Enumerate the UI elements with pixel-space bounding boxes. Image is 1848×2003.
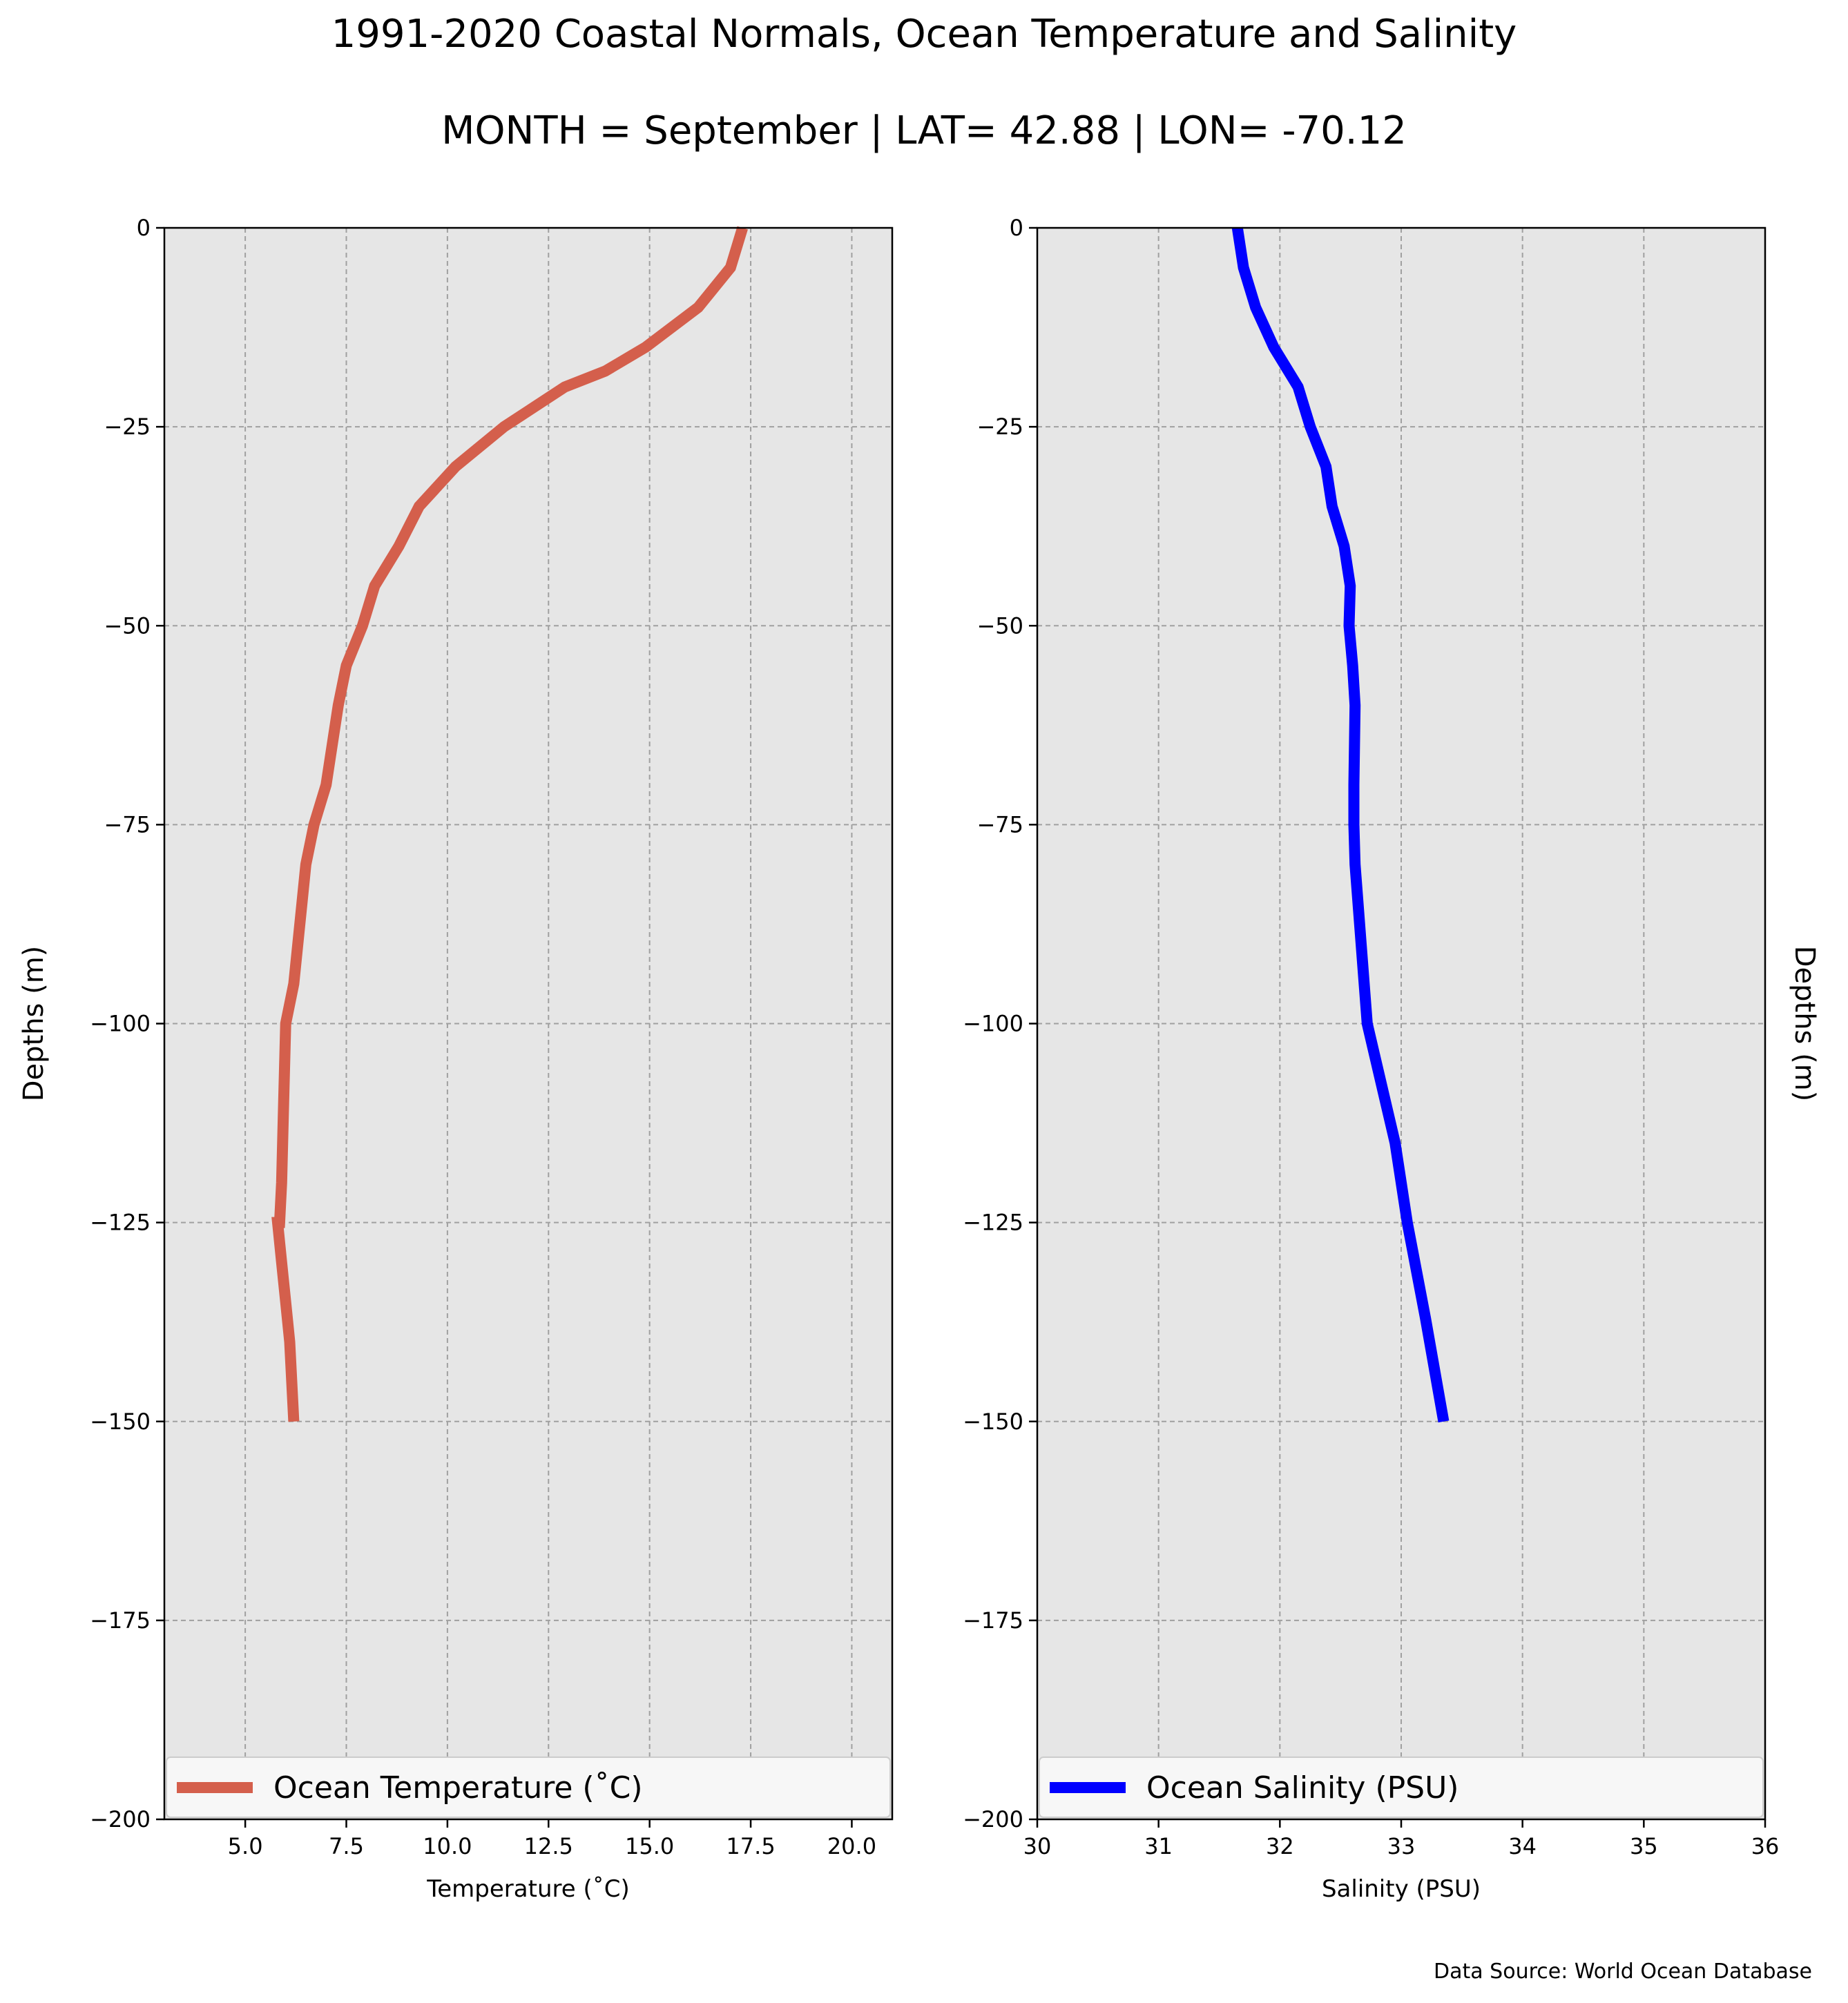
x-tick-label: 31 [1144, 1833, 1173, 1859]
x-tick-label: 34 [1508, 1833, 1537, 1859]
legend-box [166, 1757, 891, 1818]
x-tick-label: 5.0 [228, 1833, 263, 1859]
data-source-note: Data Source: World Ocean Database [1434, 1960, 1812, 1984]
y-tick-label: 0 [1010, 215, 1023, 241]
y-tick-label: −100 [90, 1011, 151, 1037]
x-axis-label: Temperature (˚C) [426, 1875, 629, 1903]
y-tick-label: 0 [137, 215, 151, 241]
y-tick-label: −200 [90, 1806, 151, 1832]
x-tick-label: 30 [1023, 1833, 1052, 1859]
y-tick-label: −100 [963, 1011, 1023, 1037]
chart-title: 1991-2020 Coastal Normals, Ocean Tempera… [331, 12, 1517, 57]
y-tick-label: −150 [90, 1409, 151, 1435]
x-tick-label: 17.5 [726, 1833, 775, 1859]
y-tick-label: −50 [976, 612, 1023, 639]
y-tick-label: −125 [963, 1210, 1023, 1236]
x-tick-label: 10.0 [423, 1833, 472, 1859]
series-line-2 [1231, 226, 1450, 1423]
x-tick-label: 7.5 [329, 1833, 364, 1859]
y-axis-label: Depths (m) [18, 946, 50, 1102]
y-tick-label: −25 [104, 414, 151, 440]
y-tick-label: −175 [90, 1607, 151, 1634]
x-tick-label: 12.5 [524, 1833, 573, 1859]
y-tick-label: −175 [963, 1607, 1023, 1634]
x-axis-label: Salinity (PSU) [1322, 1875, 1481, 1903]
x-tick-label: 35 [1630, 1833, 1658, 1859]
x-tick-label: 15.0 [625, 1833, 674, 1859]
legend-label: Ocean Temperature (˚C) [273, 1770, 643, 1806]
y-tick-label: −50 [104, 612, 151, 639]
y-tick-label: −75 [976, 811, 1023, 838]
legend-label: Ocean Salinity (PSU) [1146, 1770, 1459, 1806]
x-tick-label: 20.0 [827, 1833, 876, 1859]
chart-panel-1: 0 −25 −50 −75 −100 −125 −150 −175 −200 5.0 7.5 10.0… [18, 215, 894, 1903]
y-tick-label: −200 [963, 1806, 1023, 1832]
x-tick-label: 33 [1387, 1833, 1416, 1859]
chart-subtitle: MONTH = September | LAT= 42.88 | LON= -7… [441, 108, 1407, 153]
legend: Ocean Salinity (PSU) [1039, 1757, 1764, 1818]
y-tick-label: −125 [90, 1210, 151, 1236]
y-tick-label: −25 [976, 414, 1023, 440]
series-line-1 [271, 226, 748, 1422]
x-tick-label: 32 [1266, 1833, 1294, 1859]
legend: Ocean Temperature (˚C) [166, 1757, 891, 1818]
y-tick-label: −75 [104, 811, 151, 838]
y-tick-label: −150 [963, 1409, 1023, 1435]
x-tick-label: 36 [1751, 1833, 1780, 1859]
y-axis-label: Depths (m) [1789, 946, 1820, 1102]
legend-box [1039, 1757, 1764, 1818]
